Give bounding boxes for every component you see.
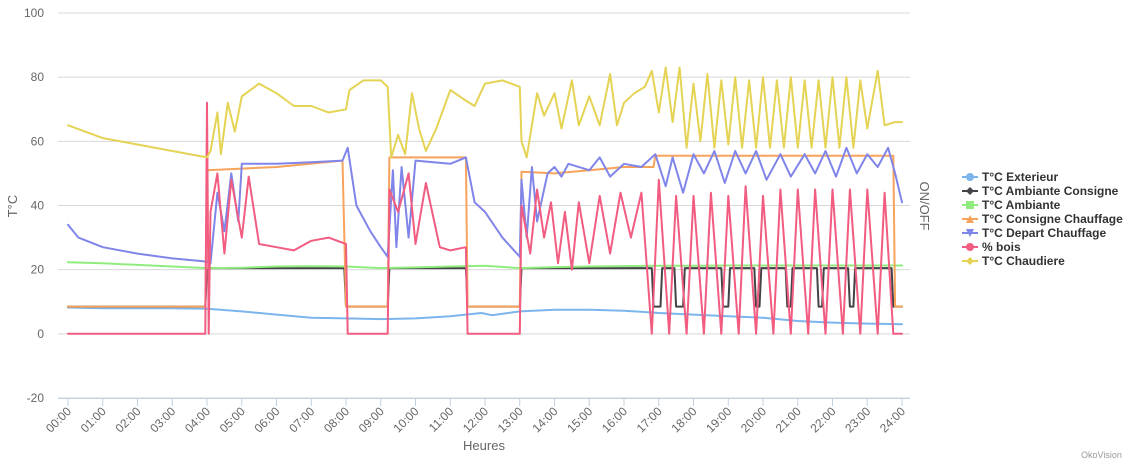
x-axis-title: Heures <box>463 438 505 453</box>
x-tick-label: 04:00 <box>182 404 213 435</box>
x-tick-label: 20:00 <box>738 404 769 435</box>
legend-marker-icon <box>962 256 978 266</box>
legend-marker-icon <box>962 214 978 224</box>
series-line-6[interactable] <box>67 101 903 335</box>
series-line-1[interactable] <box>67 306 903 326</box>
legend-label: T°C Exterieur <box>982 170 1059 184</box>
y-tick-label: 60 <box>31 134 45 148</box>
legend-item[interactable]: T°C Chaudiere <box>962 254 1123 268</box>
x-tick-label: 02:00 <box>112 404 143 435</box>
x-axis: 00:00 01:00 02:00 03:00 04:00 05:00 06:00 07:00… <box>43 398 910 435</box>
legend-label: T°C Chaudiere <box>982 254 1065 268</box>
y2-axis-title: ON/OFF <box>917 181 932 230</box>
legend-item[interactable]: T°C Ambiante <box>962 198 1123 212</box>
legend-label: % bois <box>982 240 1021 254</box>
x-tick-label: 22:00 <box>807 404 838 435</box>
x-tick-label: 17:00 <box>634 404 665 435</box>
legend-marker-icon <box>962 186 978 196</box>
x-tick-label: 01:00 <box>78 404 109 435</box>
series-line-5[interactable] <box>67 146 903 265</box>
y-tick-label: 80 <box>31 70 45 84</box>
series-line-3[interactable] <box>67 261 903 270</box>
legend-marker-icon <box>962 200 978 210</box>
x-tick-label: 11:00 <box>426 404 457 435</box>
y-axis: -20 0 20 40 60 80 100 <box>24 6 44 405</box>
legend-label: T°C Ambiante <box>982 198 1061 212</box>
x-tick-label: 14:00 <box>529 404 560 435</box>
legend-item[interactable]: % bois <box>962 240 1123 254</box>
x-tick-label: 12:00 <box>460 404 491 435</box>
legend-marker-icon <box>962 172 978 182</box>
y-tick-label: -20 <box>27 391 45 405</box>
legend-item[interactable]: T°C Exterieur <box>962 170 1123 184</box>
x-tick-label: 15:00 <box>564 404 595 435</box>
x-tick-label: 19:00 <box>703 404 734 435</box>
y-tick-label: 40 <box>31 199 45 213</box>
x-tick-label: 03:00 <box>147 404 178 435</box>
x-tick-label: 06:00 <box>251 404 282 435</box>
credits[interactable]: OkoVision <box>1081 450 1122 460</box>
x-tick-label: 21:00 <box>773 404 804 435</box>
legend-label: T°C Ambiante Consigne <box>982 184 1119 198</box>
x-tick-label: 00:00 <box>43 404 74 435</box>
legend-marker-icon <box>962 228 978 238</box>
legend-marker-icon <box>962 242 978 252</box>
x-tick-label: 09:00 <box>356 404 387 435</box>
legend-item[interactable]: T°C Depart Chauffage <box>962 226 1123 240</box>
y-tick-label: 0 <box>37 327 44 341</box>
x-tick-label: 23:00 <box>842 404 873 435</box>
legend-label: T°C Depart Chauffage <box>982 226 1107 240</box>
legend-item[interactable]: T°C Consigne Chauffage <box>962 212 1123 226</box>
x-tick-label: 24:00 <box>877 404 908 435</box>
x-tick-label: 08:00 <box>321 404 352 435</box>
series-line-4[interactable] <box>67 154 903 308</box>
x-tick-label: 05:00 <box>217 404 248 435</box>
legend-item[interactable]: T°C Ambiante Consigne <box>962 184 1123 198</box>
legend: T°C Exterieur T°C Ambiante Consigne T°C Am… <box>962 170 1123 268</box>
x-tick-label: 18:00 <box>668 404 699 435</box>
y-axis-title: T°C <box>5 195 20 218</box>
x-tick-label: 13:00 <box>495 404 526 435</box>
x-tick-label: 10:00 <box>390 404 421 435</box>
plot-series <box>67 66 903 335</box>
legend-label: T°C Consigne Chauffage <box>982 212 1123 226</box>
y-tick-label: 20 <box>31 263 45 277</box>
series-line-7[interactable] <box>67 66 903 159</box>
x-tick-label: 16:00 <box>599 404 630 435</box>
y-tick-label: 100 <box>24 6 44 20</box>
x-tick-label: 07:00 <box>286 404 317 435</box>
